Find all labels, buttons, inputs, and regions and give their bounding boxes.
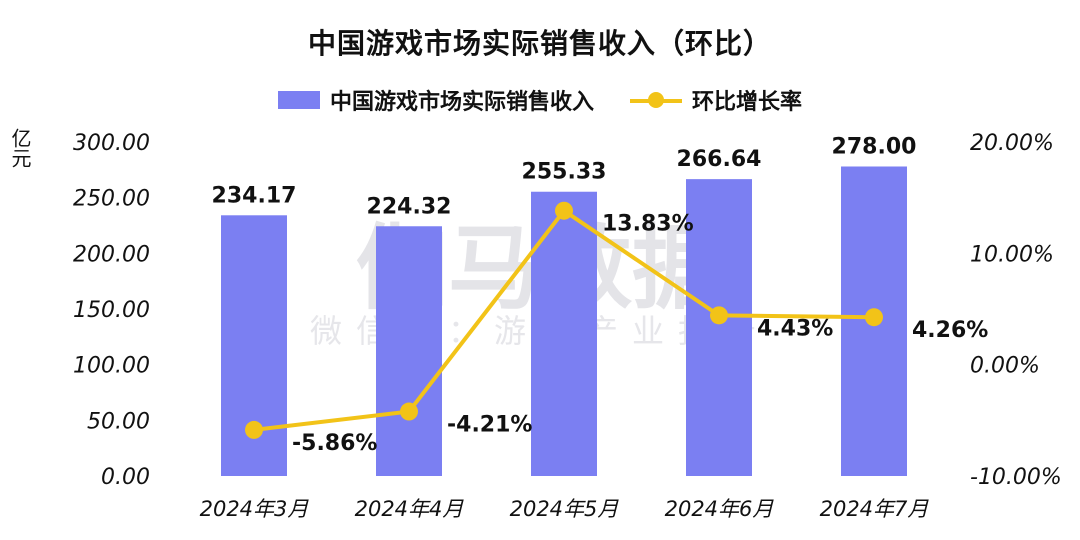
y-axis-tick-label: 0.00: [101, 465, 150, 490]
y2-axis-tick-label: 0.00%: [970, 354, 1040, 379]
growth-rate-point: [245, 420, 263, 439]
growth-rate-label: 4.43%: [757, 316, 833, 341]
y2-axis-tick-label: -10.00%: [970, 465, 1062, 490]
legend-item-bar: 中国游戏市场实际销售收入: [277, 84, 594, 116]
growth-rate-label: -4.21%: [447, 413, 532, 438]
growth-rate-point: [710, 306, 728, 325]
chart-title: 中国游戏市场实际销售收入（环比）: [307, 27, 772, 60]
x-axis-tick-label: 2024年4月: [355, 497, 465, 521]
y-axis-tick-label: 300.00: [73, 131, 150, 156]
y-axis-tick-label: 250.00: [73, 187, 150, 212]
bar: [531, 191, 597, 476]
growth-rate-point: [865, 308, 883, 327]
growth-rate-point: [555, 201, 573, 220]
x-axis-tick-label: 2024年5月: [510, 497, 620, 521]
x-axis-tick-label: 2024年3月: [200, 497, 310, 521]
bar-value-label: 224.32: [367, 194, 452, 219]
bar-value-label: 266.64: [677, 147, 762, 172]
bar-value-label: 255.33: [522, 160, 607, 185]
y2-axis-tick-label: 10.00%: [970, 242, 1054, 267]
y2-axis-tick-label: 20.00%: [970, 131, 1054, 156]
legend-bar-swatch: [277, 91, 320, 109]
y-axis-tick-label: 150.00: [73, 298, 150, 323]
y-axis-tick-label: 200.00: [73, 242, 150, 267]
growth-rate-label: 13.83%: [602, 212, 694, 237]
bar-value-label: 234.17: [212, 183, 297, 208]
legend-line-swatch: [630, 91, 682, 109]
growth-rate-label: -5.86%: [292, 431, 377, 456]
x-axis-tick-label: 2024年7月: [820, 497, 930, 521]
legend-bar-label: 中国游戏市场实际销售收入: [329, 90, 594, 115]
growth-rate-point: [400, 402, 418, 421]
x-axis-tick-label: 2024年6月: [665, 497, 775, 521]
legend-line-label: 环比增长率: [692, 90, 803, 115]
y-axis-tick-label: 50.00: [87, 409, 150, 434]
bar-value-label: 278.00: [832, 134, 917, 159]
bar: [376, 226, 442, 476]
chart-legend: 中国游戏市场实际销售收入 环比增长率: [0, 84, 1080, 116]
y-axis-unit-label: 亿元: [8, 128, 32, 168]
y-axis-tick-label: 100.00: [73, 354, 150, 379]
bar: [686, 179, 752, 476]
growth-rate-label: 4.26%: [912, 318, 988, 343]
legend-item-line: 环比增长率: [630, 84, 802, 116]
